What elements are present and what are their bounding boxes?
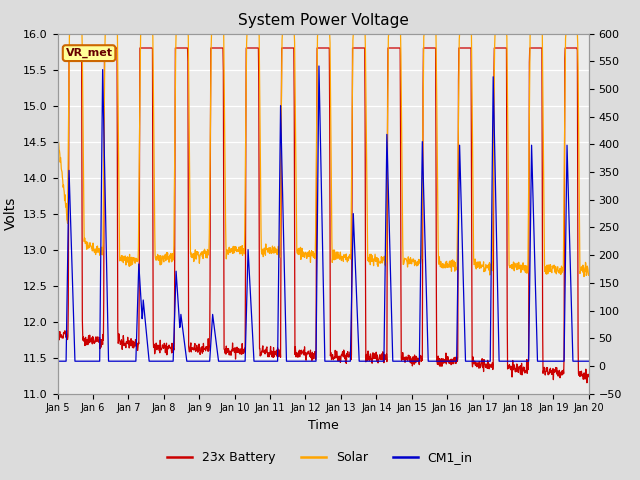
Y-axis label: Volts: Volts — [4, 197, 17, 230]
Legend: 23x Battery, Solar, CM1_in: 23x Battery, Solar, CM1_in — [163, 446, 477, 469]
Title: System Power Voltage: System Power Voltage — [238, 13, 408, 28]
X-axis label: Time: Time — [308, 419, 339, 432]
Text: VR_met: VR_met — [65, 48, 113, 58]
